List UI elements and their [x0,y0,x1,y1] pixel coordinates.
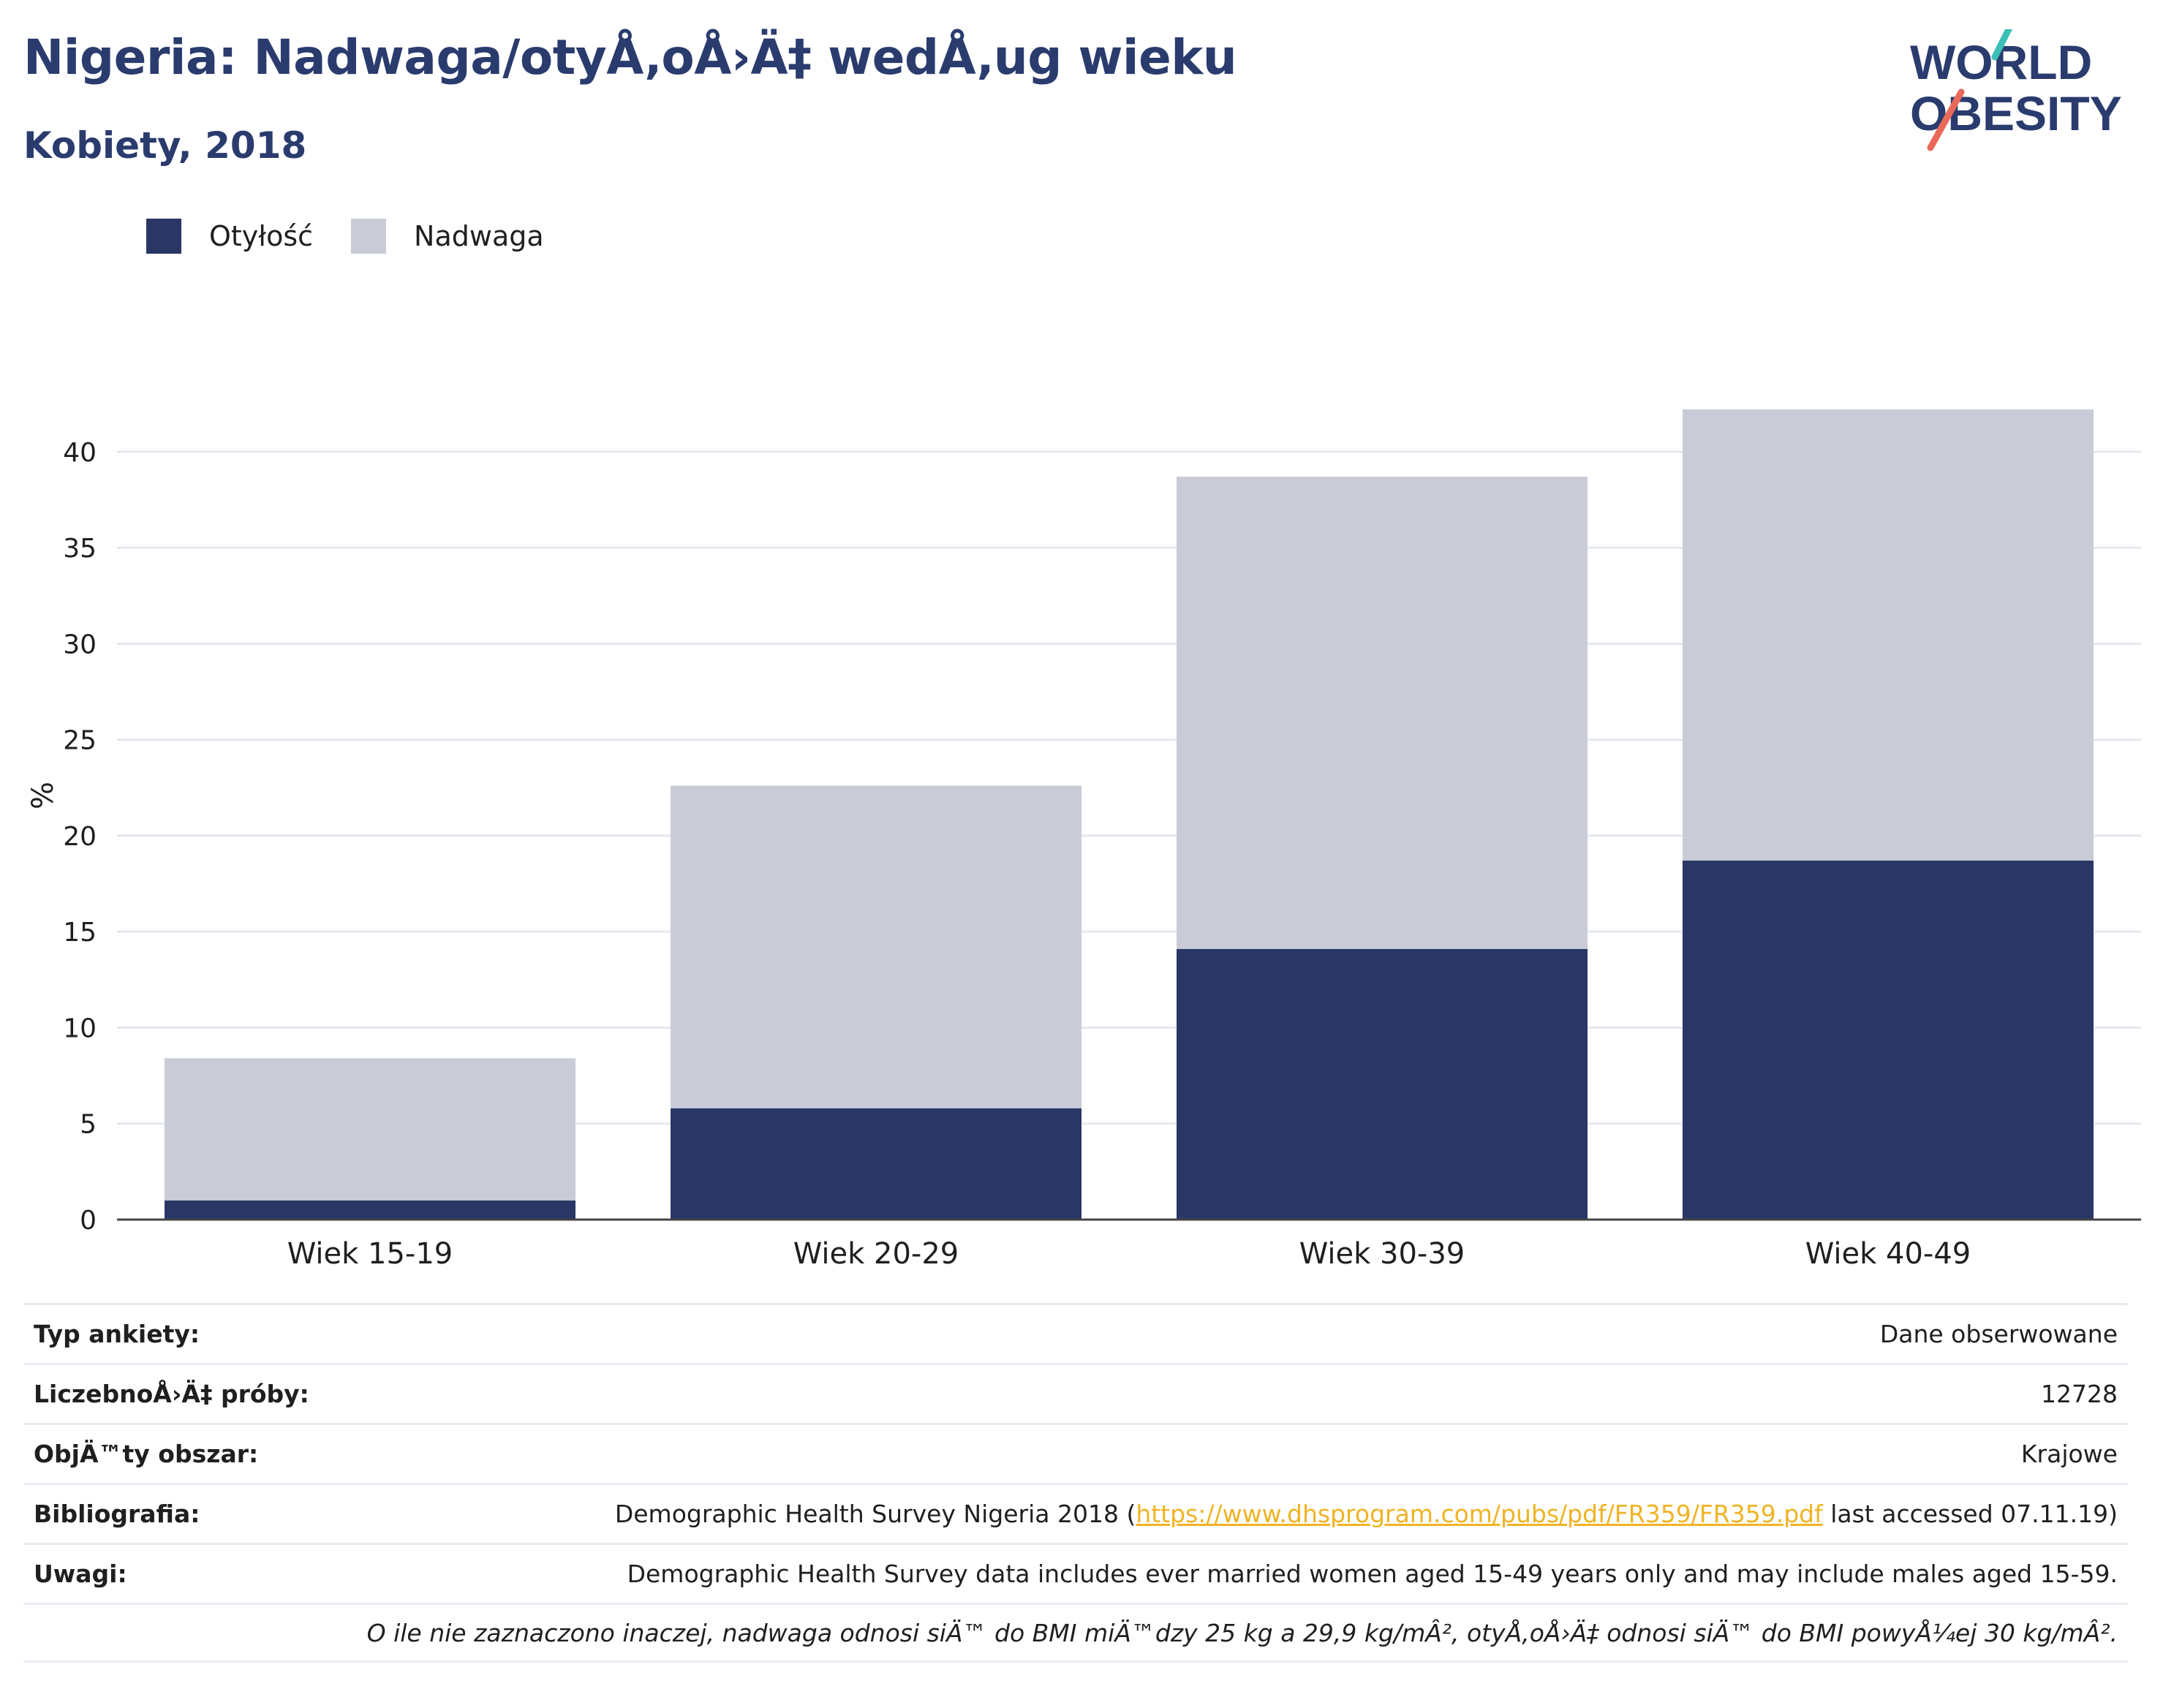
meta-row-survey-type: Typ ankiety: Dane obserwowane [23,1303,2128,1363]
bar-obesity [165,1200,575,1220]
logo-text-line2: OBESITY [1910,86,2122,140]
y-tick-label: 30 [63,630,97,660]
y-tick-label: 25 [63,726,97,756]
legend-swatch-obesity [146,219,181,254]
x-tick-label: Wiek 15-19 [287,1237,453,1271]
metadata-table: Typ ankiety: Dane obserwowane LiczebnoÅ›… [23,1303,2128,1663]
meta-value: Dane obserwowane [1879,1320,2118,1348]
page-title: Nigeria: Nadwaga/otyÅ‚oÅ›Ä‡ wedÅ‚ug wiek… [23,29,1237,86]
bar-overweight [1177,476,1588,949]
meta-row-bibliography: Bibliografia: Demographic Health Survey … [23,1483,2128,1543]
meta-row-footnote: O ile nie zaznaczono inaczej, nadwaga od… [23,1603,2128,1663]
bibliography-link[interactable]: https://www.dhsprogram.com/pubs/pdf/FR35… [1136,1500,1823,1528]
y-tick-label: 35 [63,534,97,564]
page-subtitle: Kobiety, 2018 [23,124,307,167]
meta-row-sample-size: LiczebnoÅ›Ä‡ próby: 12728 [23,1363,2128,1423]
y-tick-label: 40 [63,438,97,468]
meta-value: Krajowe [2020,1440,2118,1468]
y-axis-label: % [26,782,60,809]
bar-obesity [1683,861,2094,1220]
meta-value: Demographic Health Survey Nigeria 2018 (… [615,1500,2118,1528]
meta-value: 12728 [2041,1380,2118,1408]
legend-swatch-overweight [351,219,387,254]
meta-label: LiczebnoÅ›Ä‡ próby: [34,1380,309,1408]
y-tick-label: 15 [63,918,97,948]
bibliography-suffix: last accessed 07.11.19) [1822,1500,2118,1528]
footnote: O ile nie zaznaczono inaczej, nadwaga od… [366,1618,2118,1647]
y-tick-label: 20 [63,822,97,852]
chart-legend: Otyłość Nadwaga [146,216,582,256]
x-tick-label: Wiek 20-29 [793,1237,959,1271]
x-tick-label: Wiek 40-49 [1805,1237,1971,1271]
meta-label: Typ ankiety: [34,1320,200,1348]
logo-slash-coral [1927,88,1965,151]
legend-label-obesity: Otyłość [209,220,314,252]
meta-label: Uwagi: [34,1560,127,1588]
x-tick-label: Wiek 30-39 [1299,1237,1465,1271]
x-axis-ticks: Wiek 15-19 Wiek 20-29 Wiek 30-39 Wiek 40-49 [287,1237,1971,1271]
y-axis-ticks: 0 5 10 15 20 25 30 35 40 [63,438,97,1236]
meta-label: Bibliografia: [34,1500,200,1528]
meta-value: Demographic Health Survey data includes … [627,1560,2118,1588]
bar-overweight [165,1058,575,1201]
chart-bars [117,409,2141,1221]
legend-label-overweight: Nadwaga [414,220,544,252]
y-tick-label: 10 [63,1013,97,1043]
meta-row-notes: Uwagi: Demographic Health Survey data in… [23,1543,2128,1603]
bar-overweight [1683,409,2094,861]
meta-label: ObjÄ™ty obszar: [34,1440,259,1468]
world-obesity-logo: WORLD OBESITY [1910,29,2122,151]
logo-slash-teal [1991,29,2013,61]
bar-obesity [1177,948,1588,1220]
bibliography-prefix: Demographic Health Survey Nigeria 2018 ( [614,1500,1136,1528]
bar-obesity [671,1108,1082,1220]
bar-overweight [671,785,1082,1108]
y-tick-label: 0 [80,1206,97,1236]
y-tick-label: 5 [80,1110,97,1140]
meta-row-area: ObjÄ™ty obszar: Krajowe [23,1423,2128,1483]
